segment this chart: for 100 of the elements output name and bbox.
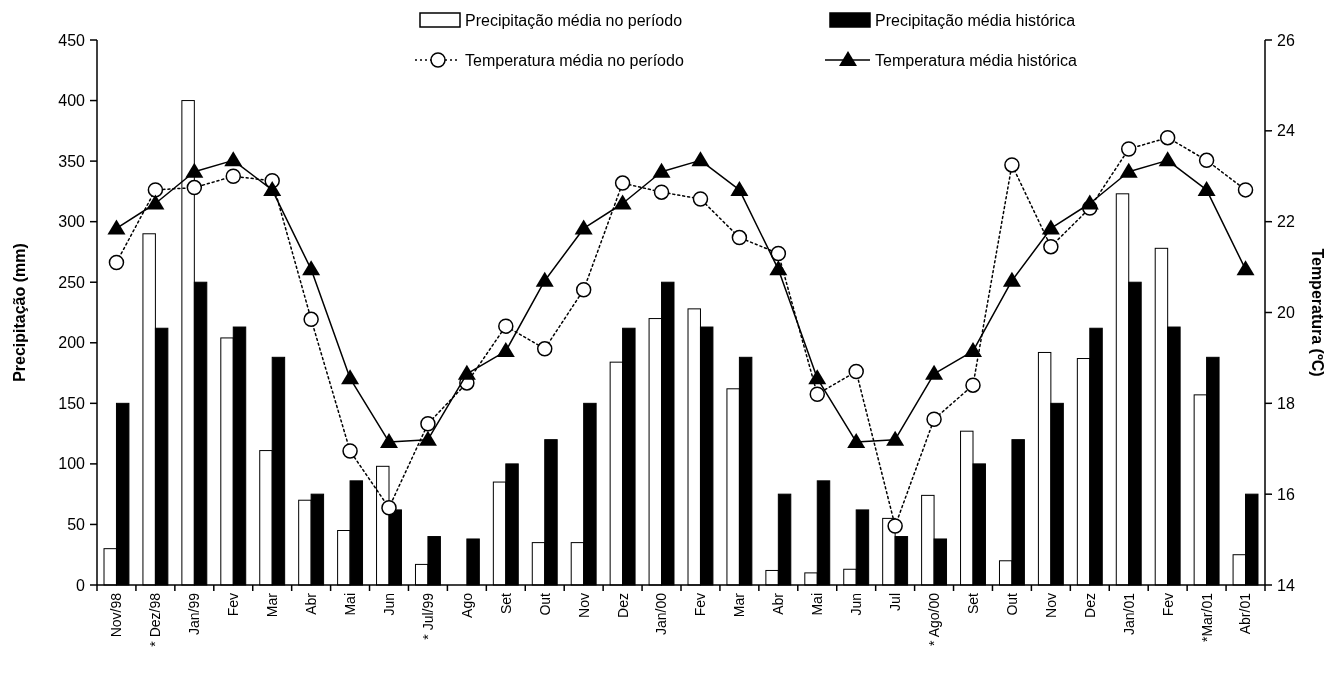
point: [925, 364, 944, 380]
legend-label: Precipitação média histórica: [875, 11, 1076, 29]
point: [381, 500, 397, 516]
x-tick-label: Set: [497, 592, 514, 615]
x-tick-label: Jan/01: [1120, 592, 1137, 636]
point: [1120, 141, 1137, 157]
y-tick-label: 250: [58, 273, 86, 291]
point: [1119, 162, 1138, 178]
point: [380, 432, 398, 448]
y2-axis-title: Temperatura (ºC): [1309, 248, 1326, 377]
point: [302, 260, 321, 276]
point: [614, 175, 631, 191]
x-tick-label: Jan/00: [653, 592, 670, 636]
point: [809, 386, 826, 402]
y2-tick-label: 18: [1277, 394, 1295, 412]
point: [303, 311, 319, 328]
point: [420, 416, 436, 432]
x-tick-label: Mar: [264, 592, 281, 618]
point: [1004, 157, 1020, 173]
y-axis-title: Precipitação (mm): [11, 243, 28, 382]
x-tick-label: Out: [536, 592, 553, 616]
point: [886, 430, 905, 446]
y2-tick-label: 20: [1277, 304, 1295, 322]
x-tick-label: Nov: [575, 593, 592, 618]
point: [457, 364, 476, 380]
point: [1080, 194, 1099, 210]
legend-label: Precipitação média no período: [465, 11, 683, 29]
point: [769, 260, 788, 276]
point: [108, 254, 125, 271]
x-tick-label: Out: [1003, 592, 1020, 616]
y-tick-label: 300: [58, 213, 86, 231]
point: [965, 377, 981, 393]
point: [847, 432, 866, 448]
x-tick-label: * Dez/98: [147, 592, 164, 647]
x-tick-label: Abr: [770, 592, 787, 615]
x-tick-label: Ago: [458, 592, 475, 618]
x-tick-label: Dez: [614, 593, 631, 618]
legend-label: Temperatura média histórica: [875, 51, 1077, 69]
x-tick-label: Nov: [1042, 593, 1059, 618]
point: [1197, 180, 1216, 196]
x-tick-label: Mai: [341, 593, 358, 616]
y-tick-label: 0: [76, 576, 86, 594]
x-tick-label: Mar: [731, 592, 748, 618]
y-tick-label: 400: [58, 92, 86, 110]
point: [653, 184, 670, 200]
x-tick-label: Abr: [303, 592, 320, 615]
point: [691, 151, 710, 167]
point: [848, 363, 864, 380]
point: [498, 318, 514, 334]
point: [418, 430, 437, 446]
x-tick-label: Jul: [887, 593, 904, 611]
point: [186, 179, 203, 196]
point: [1002, 271, 1021, 287]
y2-tick-label: 26: [1277, 31, 1295, 49]
x-tick-label: * Jul/99: [419, 592, 436, 640]
x-tick-label: Jan/99: [186, 592, 203, 636]
legend-label: Temperatura média no período: [465, 51, 684, 69]
point: [574, 219, 593, 235]
point: [1236, 260, 1255, 276]
y-tick-label: 200: [58, 334, 86, 352]
point: [652, 162, 671, 178]
point: [342, 443, 358, 459]
point: [887, 518, 903, 534]
y-tick-label: 450: [58, 31, 86, 49]
point: [731, 229, 748, 246]
point: [692, 191, 709, 207]
y2-tick-label: 22: [1277, 213, 1295, 231]
point: [536, 341, 553, 357]
point: [1198, 152, 1215, 169]
point: [1237, 182, 1254, 198]
point: [770, 245, 787, 262]
y2-tick-label: 16: [1277, 485, 1295, 503]
point: [224, 151, 243, 167]
point: [964, 342, 982, 358]
y2-tick-label: 24: [1277, 122, 1295, 140]
x-tick-label: Abr/01: [1237, 592, 1254, 635]
point: [535, 271, 554, 287]
point: [1159, 129, 1176, 146]
x-tick-label: Mai: [809, 593, 826, 616]
x-tick-label: *Mar/01: [1198, 592, 1215, 643]
point: [147, 182, 164, 198]
y-tick-label: 50: [67, 516, 86, 534]
x-tick-label: Fev: [225, 593, 242, 617]
point: [263, 180, 282, 196]
point: [1158, 151, 1177, 167]
point: [185, 162, 204, 178]
point: [730, 180, 749, 196]
point: [1043, 238, 1059, 255]
point: [808, 369, 827, 385]
point: [613, 194, 632, 210]
y2-tick-label: 14: [1277, 576, 1295, 594]
x-tick-label: Fev: [1159, 593, 1176, 617]
point: [575, 282, 592, 298]
point: [146, 194, 165, 210]
x-tick-label: Fev: [692, 593, 709, 617]
x-tick-label: Set: [964, 592, 981, 615]
point: [107, 219, 126, 235]
point: [496, 342, 515, 358]
point: [926, 411, 942, 427]
y-tick-label: 100: [58, 455, 86, 473]
